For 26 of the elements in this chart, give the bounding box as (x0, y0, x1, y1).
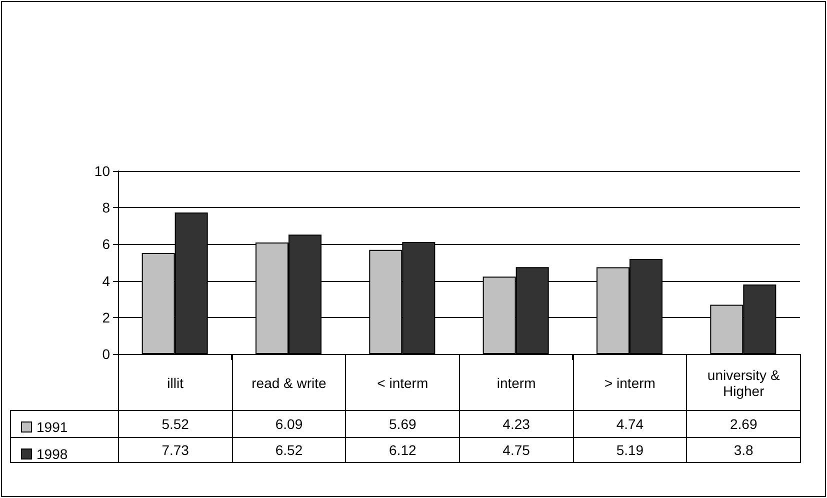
y-tick-label: 8 (102, 200, 110, 216)
y-tick-label: 4 (102, 272, 110, 289)
y-tick-label: 6 (102, 236, 110, 252)
y-tick-label: 0 (102, 346, 110, 362)
x-tick-label: university & Higher (686, 354, 800, 410)
x-tick-label: > interm (573, 354, 687, 410)
data-label: 4.23 (459, 410, 574, 438)
y-tick-label: 2 (102, 309, 110, 326)
data-label: 7.73 (118, 438, 232, 462)
data-label: 4.75 (459, 438, 574, 462)
data-label: 6.52 (232, 438, 346, 462)
data-label: 5.52 (118, 410, 232, 438)
legend-label: 1991 (36, 419, 68, 435)
data-label: 6.09 (232, 410, 346, 438)
data-label: 6.12 (346, 438, 460, 462)
x-tick-label: interm (459, 354, 574, 410)
x-tick-label: illit (118, 354, 232, 410)
data-label: 3.8 (686, 438, 800, 462)
data-label: 4.74 (573, 410, 687, 438)
data-label: 5.19 (573, 438, 687, 462)
data-label: 2.69 (686, 410, 800, 438)
legend-label: 1998 (36, 446, 68, 462)
x-tick-label: read & write (232, 354, 346, 410)
x-tick-label: < interm (346, 354, 460, 410)
y-tick-label: 10 (94, 163, 110, 179)
data-label: 5.69 (346, 410, 460, 438)
